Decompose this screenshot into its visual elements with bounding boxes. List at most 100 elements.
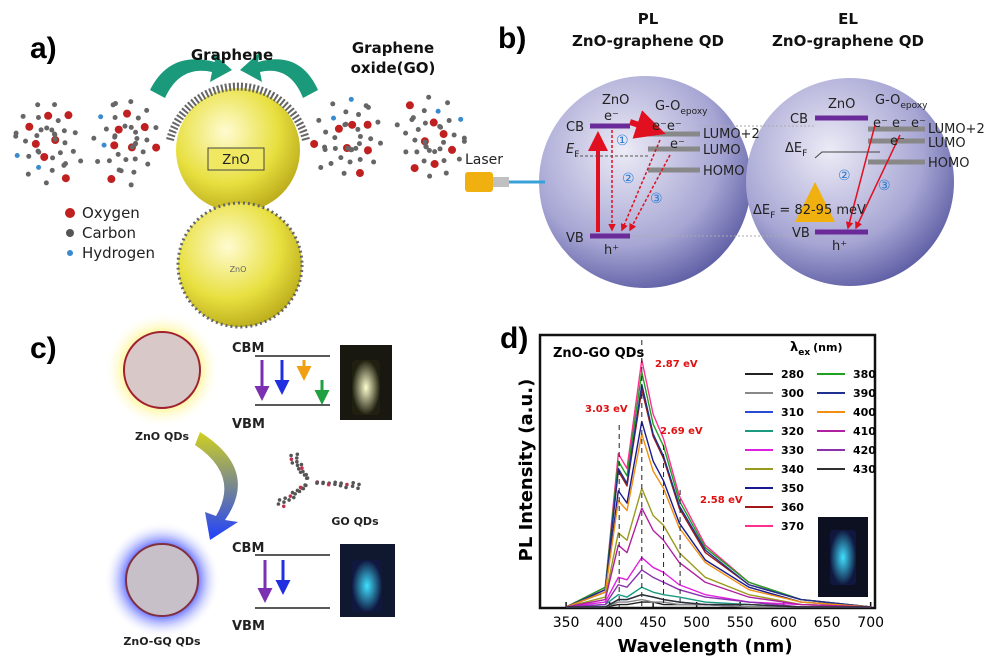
core-label: ZnO [222,153,249,168]
atom [323,130,328,135]
x-tick-label: 550 [727,615,754,631]
atom [123,157,128,162]
vial [352,360,380,415]
legend-label: 330 [781,444,804,457]
atom [348,121,356,129]
vbm: VBM [232,619,265,634]
atom [368,136,373,141]
atom [122,124,127,129]
atom [457,157,462,162]
atom [395,122,400,127]
atom [283,496,287,500]
x-tick-label: 450 [640,615,667,631]
atom [44,180,49,185]
atom [423,121,428,126]
legend-label: 320 [781,425,804,438]
atom [416,127,421,132]
zno-gq-qd [126,544,198,616]
atom [426,95,431,100]
atom [52,102,57,107]
atom [358,134,363,139]
atom [452,133,457,138]
legend-label: 420 [853,444,876,457]
atom [25,123,33,131]
atom [355,127,360,132]
laser-body [465,172,493,192]
atom [338,155,343,160]
atom [342,122,347,127]
atom [329,161,334,166]
atom [437,124,442,129]
atom [153,125,158,130]
cbm: CBM [232,541,264,556]
atom [145,162,150,167]
legend-dot [65,208,75,218]
y-axis-label: PL Intensity (a.u.) [516,379,537,562]
atom [458,117,463,122]
atom [34,133,39,138]
atom [412,138,417,143]
atom [438,146,443,151]
pl-subtitle: ZnO-graphene QD [572,32,724,50]
atom [333,482,337,486]
atom [144,138,149,143]
legend-label: 350 [781,482,804,495]
atom [406,101,414,109]
panel-label: d) [500,322,528,355]
legend-label: 410 [853,425,876,438]
atom [62,128,67,133]
el-subtitle: ZnO-graphene QD [772,32,924,50]
atom [52,132,57,137]
figure: a) ZnO Graphene Grapheneoxide(GO) ZnO Ox… [0,0,988,657]
legend-dot [66,229,74,237]
atom [36,150,41,155]
atom [144,108,149,113]
atom [448,146,456,154]
atom [349,147,354,152]
panel-d: d) ZnO-GO QDs λex(nm) Wavelength (nm) PL… [500,322,884,657]
atom [134,136,139,141]
legend-label: 430 [853,463,876,476]
panel-label: c) [30,332,57,365]
atom [358,157,363,162]
atom [297,467,301,471]
atom [282,504,286,508]
atom [315,481,319,485]
core-small-label: ZnO [230,265,247,274]
x-tick-label: 400 [596,615,623,631]
atom [447,118,452,123]
atom [290,457,294,461]
atom [104,127,109,132]
atom [330,101,335,106]
legend-label: 380 [853,368,876,381]
atom [133,130,138,135]
atom [351,484,355,488]
atom [289,494,293,498]
chart-title: ZnO-GO QDs [553,346,644,361]
atom [316,118,321,123]
legend-text: Hydrogen [82,244,155,262]
atom [427,174,432,179]
atom [291,491,295,495]
vial [352,560,382,612]
atom [333,146,338,151]
atom [339,484,343,488]
panel-b: b) PL ZnO-graphene QD EL ZnO-graphene QD… [465,10,988,288]
atom [403,149,408,154]
atom [357,141,362,146]
atom [13,134,18,139]
atom [131,170,136,175]
atom [296,452,300,456]
arrow [195,432,238,540]
atom [136,116,141,121]
atom [356,169,364,177]
atom [349,97,354,102]
atom [422,158,427,163]
atom [303,483,307,487]
atom [133,141,138,146]
atom [300,463,304,467]
x-tick-label: 500 [683,615,710,631]
legend-label: 280 [781,368,804,381]
legend-label: 310 [781,406,804,419]
laser-tip [493,177,509,187]
